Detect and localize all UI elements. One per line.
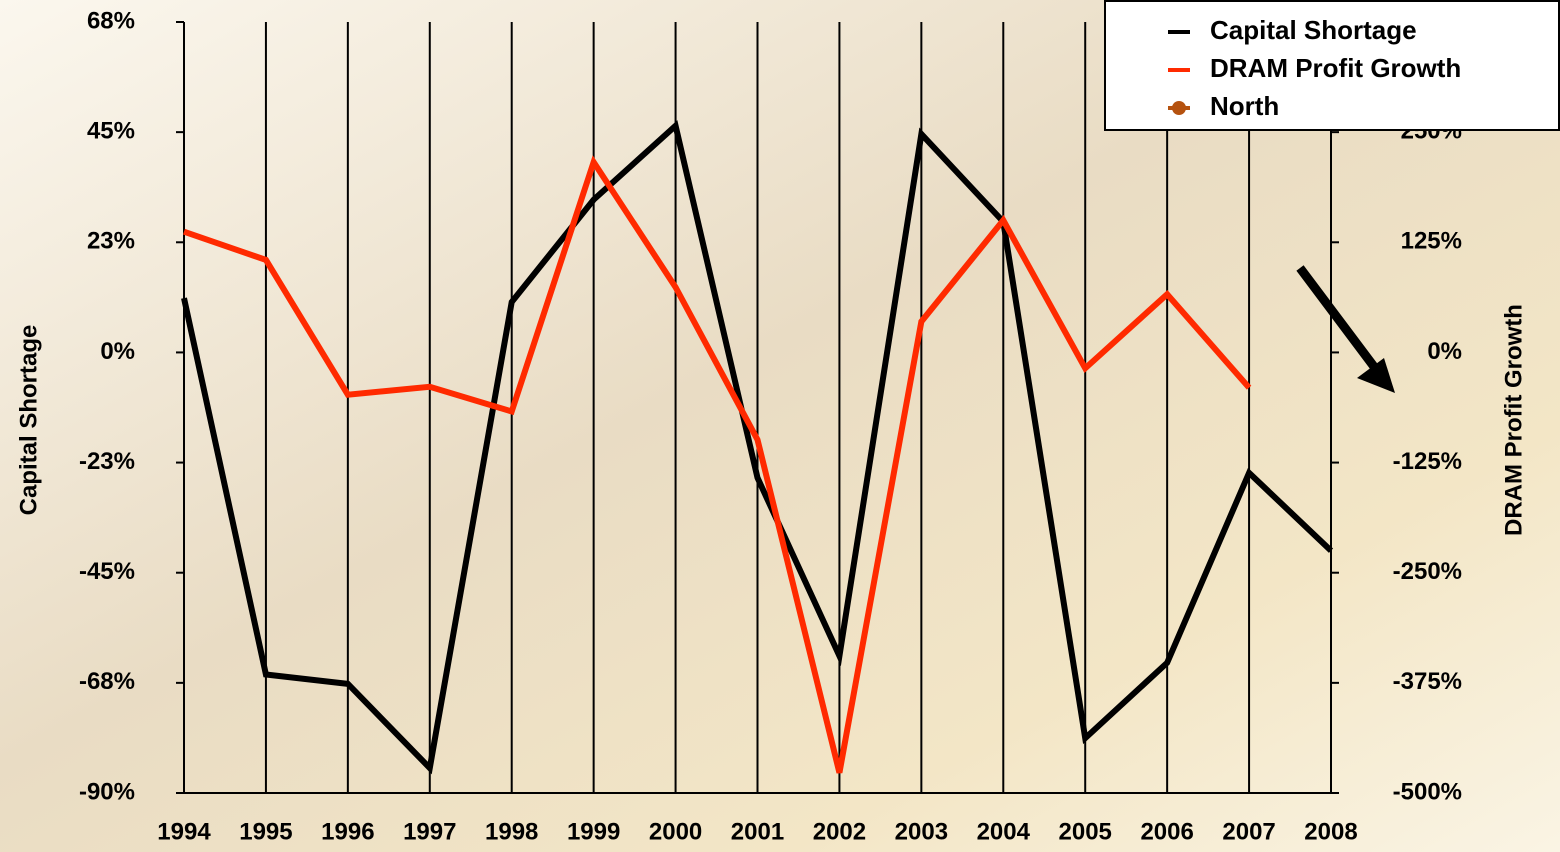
- x-tick-label: 2008: [1304, 818, 1357, 845]
- x-tick-label: 1995: [239, 818, 292, 845]
- y-tick-label: 23%: [87, 228, 135, 255]
- x-tick-label: 2000: [649, 818, 702, 845]
- y-tick-label: -23%: [79, 448, 135, 475]
- x-tick-label: 1997: [403, 818, 456, 845]
- y2-tick-label: -125%: [1393, 448, 1462, 475]
- y2-tick-label: 125%: [1401, 228, 1462, 255]
- y-tick-label: 45%: [87, 117, 135, 144]
- x-tick-label: 1999: [567, 818, 620, 845]
- y-tick-label: 68%: [87, 7, 135, 34]
- x-tick-label: 2007: [1222, 818, 1275, 845]
- series-line: [181, 120, 1334, 775]
- y2-tick-label: 0%: [1427, 338, 1462, 365]
- y-axis-title: Capital Shortage: [15, 325, 42, 516]
- legend-marker: [1172, 101, 1186, 115]
- legend-label: DRAM Profit Growth: [1210, 53, 1461, 83]
- x-tick-label: 2003: [895, 818, 948, 845]
- y-tick-label: 0%: [100, 338, 135, 365]
- x-tick-label: 2004: [977, 818, 1031, 845]
- series-line: [183, 155, 1252, 774]
- y2-tick-label: -500%: [1393, 778, 1462, 805]
- x-tick-label: 2001: [731, 818, 784, 845]
- annotation-arrow: [1296, 265, 1379, 371]
- y2-tick-label: -250%: [1393, 558, 1462, 585]
- legend-label: North: [1210, 91, 1279, 121]
- annotation-arrow-head: [1357, 358, 1395, 393]
- y-tick-label: -45%: [79, 558, 135, 585]
- x-tick-label: 2006: [1140, 818, 1193, 845]
- legend-label: Capital Shortage: [1210, 15, 1417, 45]
- x-tick-label: 2002: [813, 818, 866, 845]
- y-tick-label: -68%: [79, 668, 135, 695]
- x-tick-label: 2005: [1059, 818, 1112, 845]
- y2-axis-title: DRAM Profit Growth: [1500, 304, 1527, 536]
- y2-tick-label: -375%: [1393, 668, 1462, 695]
- x-tick-label: 1996: [321, 818, 374, 845]
- y-tick-label: -90%: [79, 778, 135, 805]
- x-tick-label: 1994: [157, 818, 211, 845]
- x-tick-label: 1998: [485, 818, 538, 845]
